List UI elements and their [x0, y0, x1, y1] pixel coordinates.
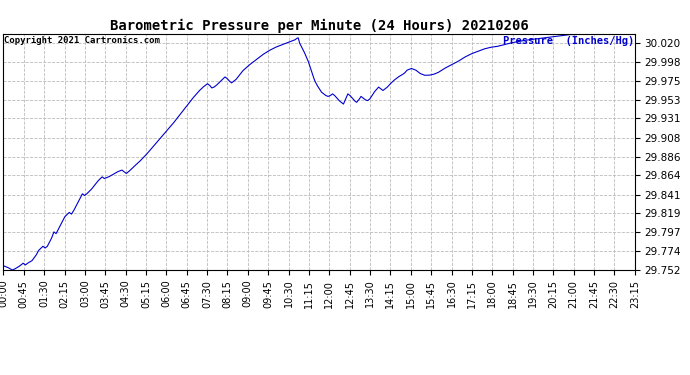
Text: Copyright 2021 Cartronics.com: Copyright 2021 Cartronics.com — [4, 36, 160, 45]
Text: Pressure  (Inches/Hg): Pressure (Inches/Hg) — [503, 36, 634, 46]
Title: Barometric Pressure per Minute (24 Hours) 20210206: Barometric Pressure per Minute (24 Hours… — [110, 18, 529, 33]
